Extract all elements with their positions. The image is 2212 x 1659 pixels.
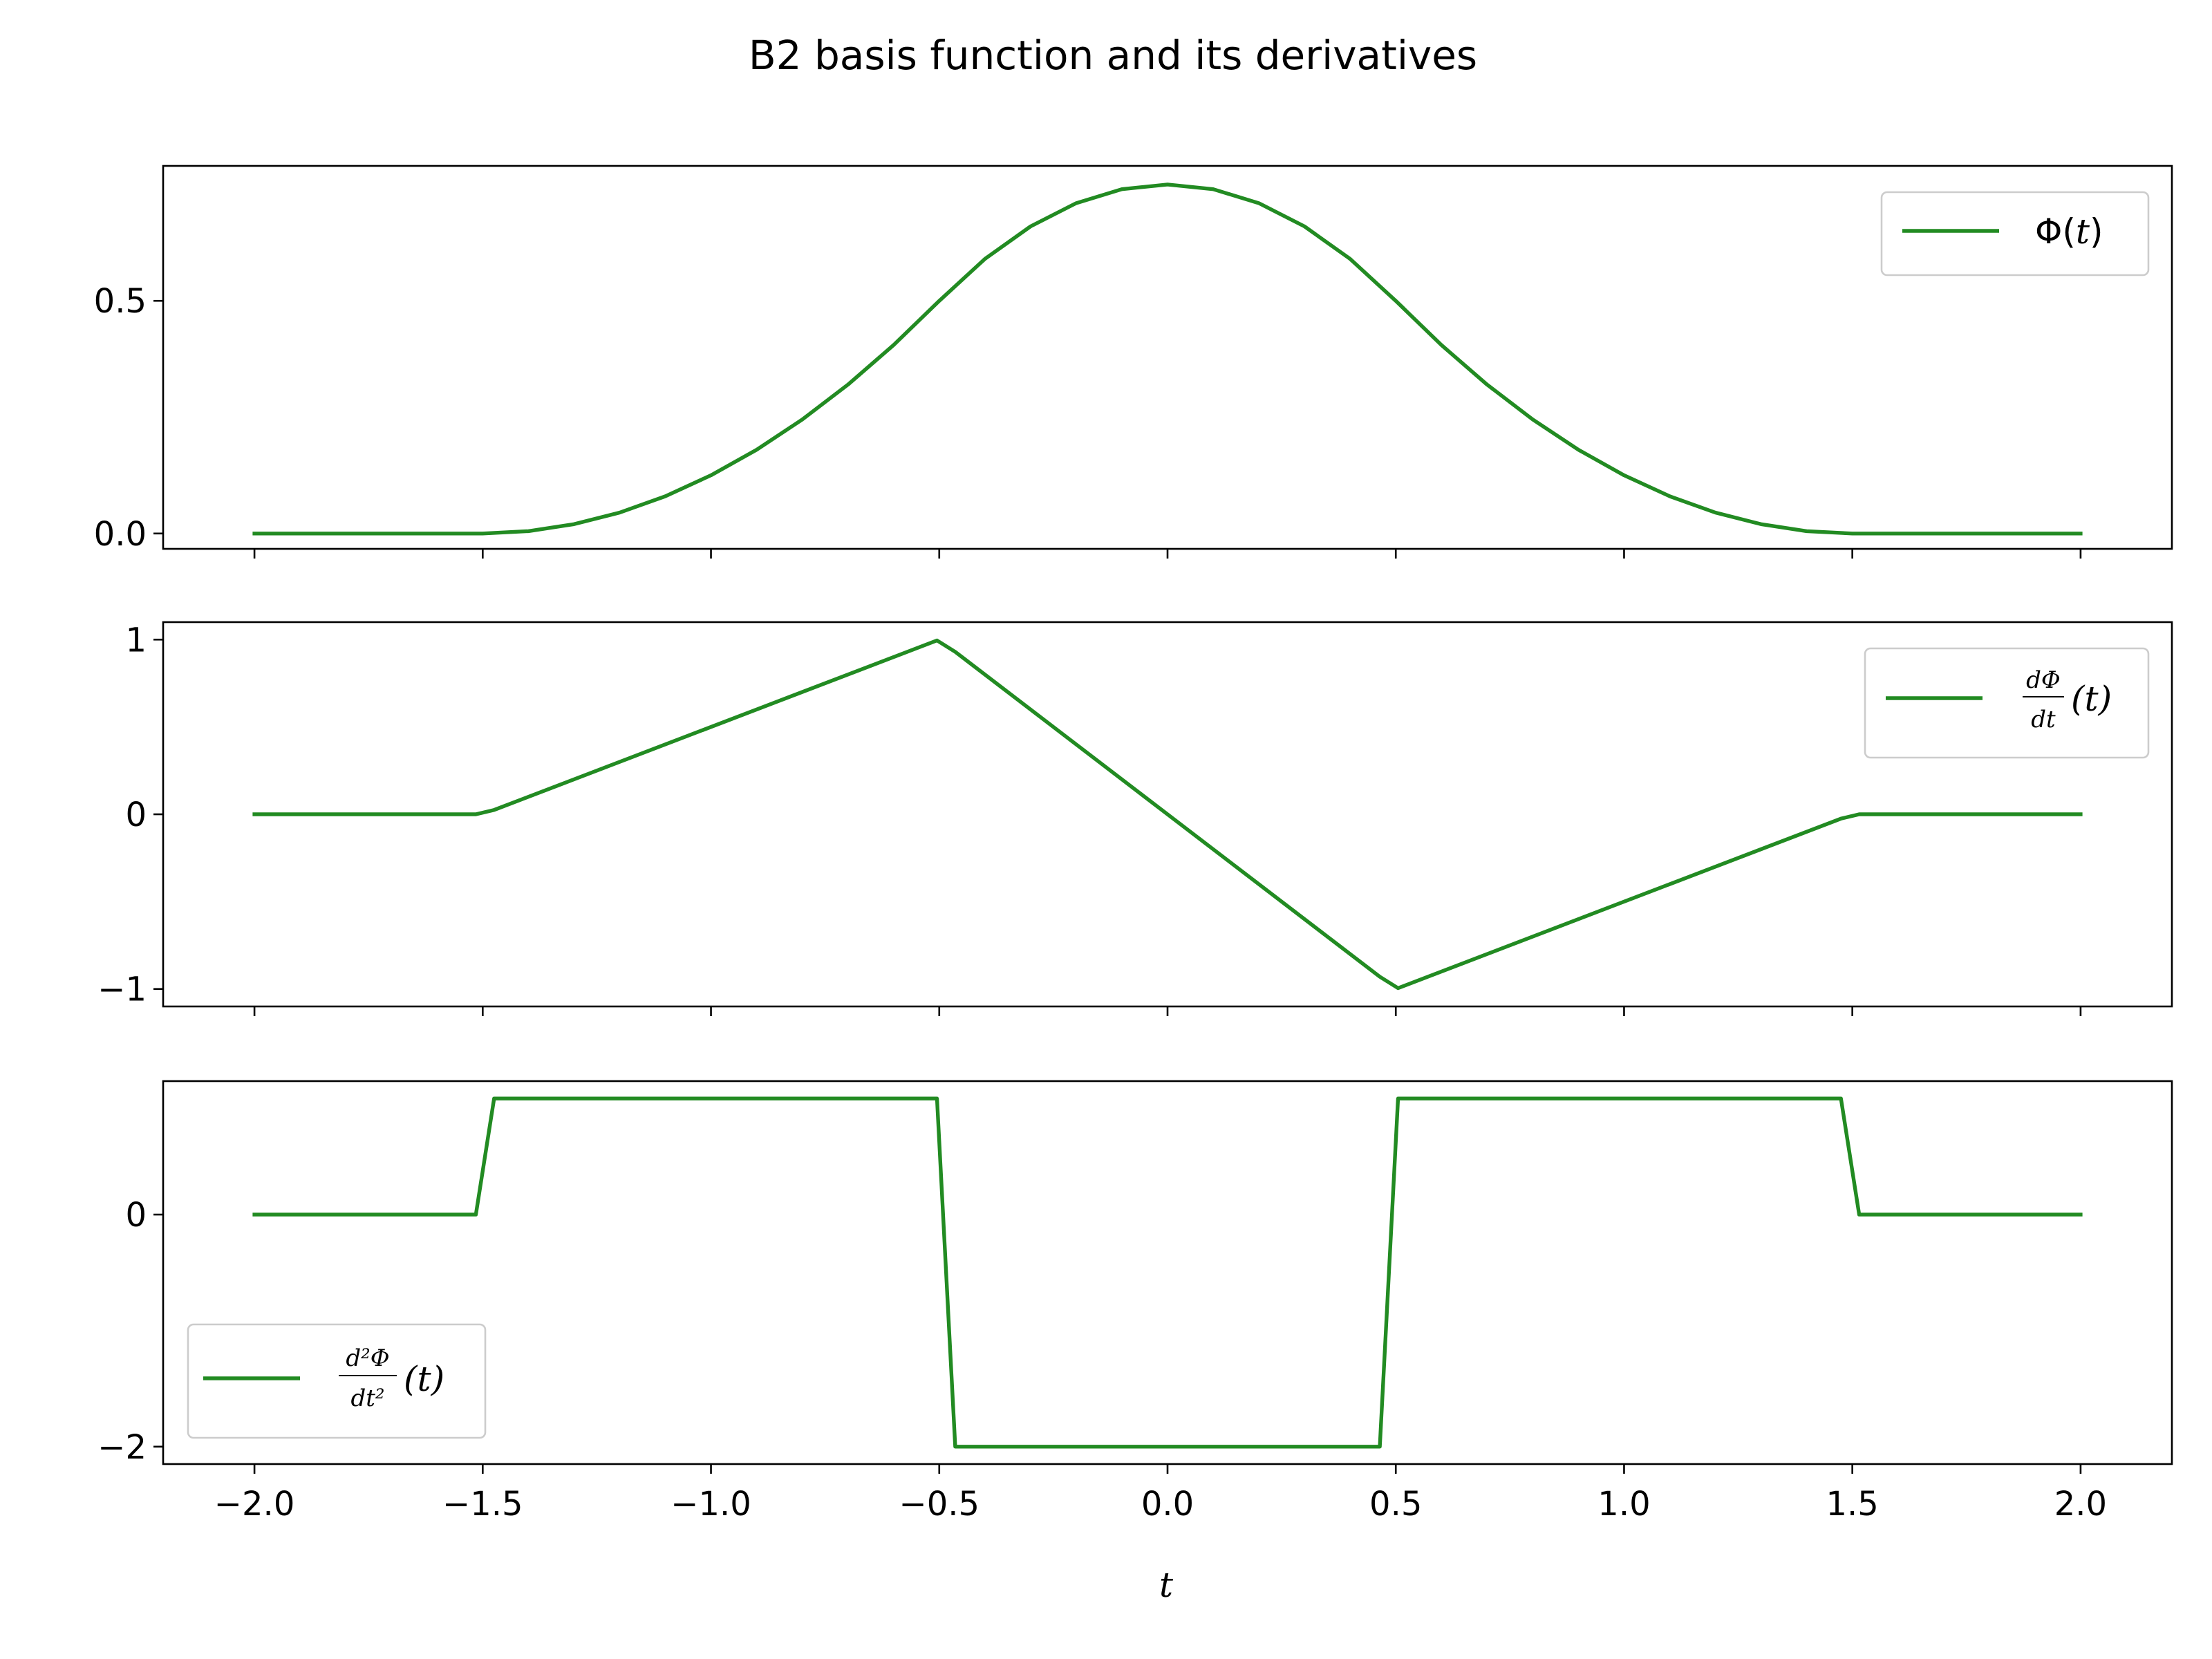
legend: Φ(t): [1880, 191, 2150, 276]
x-tick-label: 0.0: [1141, 1485, 1194, 1524]
y-tick-label: 0.0: [94, 515, 147, 554]
legend: dΦ dt (t): [1864, 647, 2150, 759]
legend-denominator: dt: [2031, 706, 2056, 733]
y-tick-label: 1: [125, 621, 147, 659]
legend-numerator: d²Φ: [346, 1344, 389, 1372]
y-tick-label: 0: [125, 796, 147, 834]
x-tick-label: −1.5: [442, 1485, 523, 1524]
axes-frame: [162, 165, 2173, 550]
series-line: [252, 182, 2083, 536]
legend-numerator: dΦ: [2026, 666, 2061, 694]
legend-frame: [1864, 647, 2150, 759]
first-derivative-panel: −1 0 1 dΦ dt (t): [97, 621, 2173, 1016]
legend: d²Φ dt² (t): [187, 1323, 487, 1439]
x-tick-label: 0.5: [1369, 1485, 1422, 1524]
series-line: [252, 1096, 2083, 1449]
second-derivative-panel: −2.0 −1.5 −1.0 −0.5 0.0 0.5 1.0 1.5 2.0 −2 0 d²Φ dt²…: [97, 1080, 2173, 1524]
legend-label: Φ(t): [2035, 212, 2103, 252]
x-tick-label: 1.0: [1597, 1485, 1650, 1524]
y-tick-label: 0: [125, 1196, 147, 1235]
legend-label-tail: (t): [2071, 679, 2112, 719]
x-tick-label: −0.5: [899, 1485, 980, 1524]
x-axis-label: t: [1159, 1565, 1174, 1605]
legend-frame: [1880, 191, 2150, 276]
legend-denominator: dt²: [350, 1385, 384, 1412]
series-line: [252, 638, 2083, 991]
y-tick-label: 0.5: [94, 282, 147, 321]
figure-title: B2 basis function and its derivatives: [749, 32, 1477, 79]
x-tick-label: −2.0: [214, 1485, 295, 1524]
x-tick-label: 1.5: [1826, 1485, 1879, 1524]
x-tick-label: −1.0: [671, 1485, 751, 1524]
legend-frame: [187, 1323, 487, 1439]
phi-panel: 0.0 0.5 Φ(t): [94, 165, 2173, 559]
x-tick-label: 2.0: [2054, 1485, 2107, 1524]
y-tick-label: −2: [97, 1428, 147, 1467]
y-tick-label: −1: [97, 971, 147, 1009]
legend-label-tail: (t): [404, 1359, 444, 1399]
